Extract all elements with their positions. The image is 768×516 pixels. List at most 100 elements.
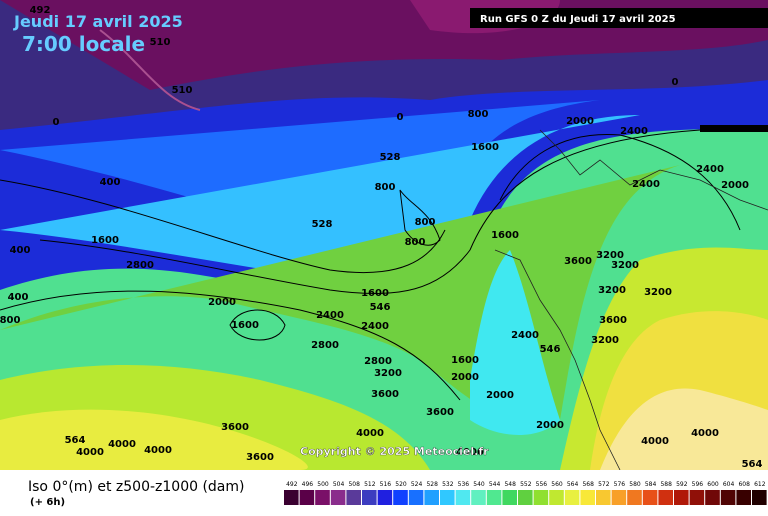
contour-label: 800 xyxy=(468,109,489,120)
contour-label: 0 xyxy=(397,112,404,123)
colorbar-swatch xyxy=(393,490,408,505)
colorbar-swatch xyxy=(299,490,315,505)
colorbar-swatch xyxy=(736,490,751,505)
colorbar-swatch xyxy=(752,490,767,505)
colorbar-tick: 548 xyxy=(504,481,516,488)
contour-label: 2000 xyxy=(721,180,749,191)
contour-label: 2000 xyxy=(451,372,479,383)
colorbar-tick: 612 xyxy=(754,481,766,488)
contour-label: 2000 xyxy=(486,390,514,401)
contour-label: 800 xyxy=(405,237,426,248)
colorbar-swatch xyxy=(284,490,299,505)
contour-label: 1600 xyxy=(91,235,119,246)
contour-label: 400 xyxy=(10,245,31,256)
colorbar-swatch xyxy=(424,490,439,505)
colorbar-tick: 596 xyxy=(692,481,704,488)
footer-title: Iso 0°(m) et z500-z1000 (dam) xyxy=(28,479,245,495)
contour-label: 2800 xyxy=(311,340,339,351)
colorbar-swatch xyxy=(549,490,564,505)
contour-label: 3600 xyxy=(599,315,627,326)
colorbar-tick: 588 xyxy=(660,481,672,488)
colorbar-tick: 532 xyxy=(442,481,454,488)
contour-label: 3600 xyxy=(564,256,592,267)
colorbar-swatch xyxy=(533,490,549,505)
contour-label: 2000 xyxy=(208,297,236,308)
colorbar-tick: 512 xyxy=(364,481,376,488)
colorbar-tick: 540 xyxy=(473,481,485,488)
colorbar-swatch xyxy=(564,490,580,505)
contour-label: 4000 xyxy=(144,445,172,456)
colorbar-tick: 576 xyxy=(614,481,626,488)
colorbar-tick: 528 xyxy=(426,481,438,488)
contour-label: 3200 xyxy=(598,285,626,296)
contour-label: 1600 xyxy=(491,230,519,241)
contour-label: 2400 xyxy=(696,164,724,175)
colorbar-swatch xyxy=(689,490,705,505)
contour-label: 2400 xyxy=(361,321,389,332)
contour-label: 564 xyxy=(742,459,763,470)
colorbar-swatch xyxy=(518,490,533,505)
contour-label: 4000 xyxy=(356,428,384,439)
contour-label: 3200 xyxy=(596,250,624,261)
colorbar-tick: 568 xyxy=(582,481,594,488)
contour-label: 2000 xyxy=(566,116,594,127)
contour-label: 546 xyxy=(540,344,561,355)
contour-label: 4000 xyxy=(641,436,669,447)
footer-step: (+ 6h) xyxy=(30,497,65,508)
contour-label: 3200 xyxy=(374,368,402,379)
colorbar-swatch xyxy=(362,490,377,505)
contour-label: 2800 xyxy=(126,260,154,271)
time: 7:00 locale xyxy=(22,32,145,56)
colorbar-tick: 564 xyxy=(567,481,579,488)
contour-label: 3200 xyxy=(611,260,639,271)
contour-label: 1600 xyxy=(451,355,479,366)
contour-label: 510 xyxy=(172,85,193,96)
contour-label: 528 xyxy=(380,152,401,163)
contour-labels: 492 510 510 0 0 0 400 400 400 800 800 800 800 800 1600… xyxy=(0,5,762,470)
colorbar-tick: 552 xyxy=(520,481,532,488)
contour-label: 800 xyxy=(375,182,396,193)
colorbar-tick: 520 xyxy=(395,481,407,488)
contour-label: 400 xyxy=(8,292,29,303)
colorbar-swatch xyxy=(377,490,393,505)
contour-label: 3600 xyxy=(371,389,399,400)
colorbar-tick: 580 xyxy=(629,481,641,488)
colorbar-swatch xyxy=(596,490,611,505)
contour-label: 1600 xyxy=(361,288,389,299)
contour-label: 800 xyxy=(0,315,20,326)
colorbar-swatch xyxy=(658,490,673,505)
contour-label: 4000 xyxy=(691,428,719,439)
contour-label: 4000 xyxy=(76,447,104,458)
contour-label: 492 xyxy=(30,5,51,16)
contour-label: 1600 xyxy=(471,142,499,153)
contour-label: 2000 xyxy=(536,420,564,431)
contour-label: 2400 xyxy=(511,330,539,341)
colorbar-swatch xyxy=(705,490,720,505)
copyright: Copyright © 2025 Meteociel.fr xyxy=(300,445,489,458)
contour-label: 4000 xyxy=(108,439,136,450)
colorbar-swatch xyxy=(627,490,642,505)
colorbar-tick: 508 xyxy=(348,481,360,488)
contour-label: 3600 xyxy=(246,452,274,463)
contour-label: 510 xyxy=(150,37,171,48)
colorbar-tick: 500 xyxy=(317,481,329,488)
contour-label: 528 xyxy=(312,219,333,230)
colorbar-swatch xyxy=(408,490,424,505)
colorbar-tick: 572 xyxy=(598,481,610,488)
date: Jeudi 17 avril 2025 xyxy=(13,12,183,31)
colorbar-tick: 516 xyxy=(380,481,392,488)
colorbar-tick: 524 xyxy=(411,481,423,488)
colorbar-tick: 560 xyxy=(551,481,563,488)
colorbar-swatch xyxy=(455,490,471,505)
colorbar-tick: 584 xyxy=(645,481,657,488)
contour-label: 3600 xyxy=(221,422,249,433)
colorbar-tick: 608 xyxy=(738,481,750,488)
colorbar-tick: 536 xyxy=(458,481,470,488)
colorbar-tick: 544 xyxy=(489,481,501,488)
colorbar-swatch xyxy=(642,490,658,505)
colorbar-tick: 592 xyxy=(676,481,688,488)
contour-label: 2400 xyxy=(620,126,648,137)
contour-label: 3200 xyxy=(591,335,619,346)
run-box xyxy=(470,8,768,28)
